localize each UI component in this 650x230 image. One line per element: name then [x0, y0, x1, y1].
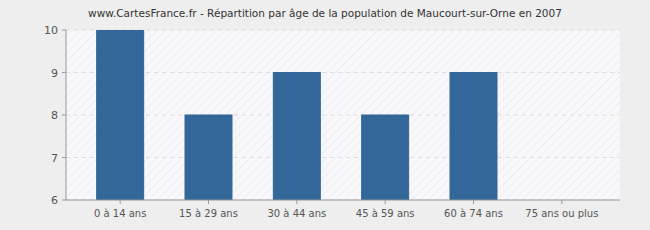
y-tick-label: 7	[51, 152, 58, 165]
x-tick	[208, 200, 209, 204]
chart-svg: www.CartesFrance.fr - Répartition par âg…	[0, 0, 650, 230]
bar	[97, 30, 144, 200]
x-axis	[66, 200, 620, 201]
x-tick-label: 60 à 74 ans	[444, 208, 503, 219]
background	[0, 0, 650, 230]
y-tick	[62, 72, 66, 73]
y-tick-label: 8	[51, 109, 58, 122]
bar	[273, 73, 320, 201]
grid-line	[66, 157, 620, 158]
grid-line	[66, 200, 620, 201]
bar	[450, 73, 497, 201]
x-tick	[385, 200, 386, 204]
y-tick	[62, 157, 66, 158]
y-tick	[62, 30, 66, 31]
chart-container: www.CartesFrance.fr - Répartition par âg…	[0, 0, 650, 230]
x-tick	[296, 200, 297, 204]
y-axis	[66, 30, 67, 200]
x-tick-label: 75 ans ou plus	[525, 208, 598, 219]
grid-line	[66, 30, 620, 31]
bar	[185, 115, 232, 200]
x-tick-label: 15 à 29 ans	[179, 208, 238, 219]
y-tick	[62, 115, 66, 116]
x-tick	[473, 200, 474, 204]
y-tick-label: 9	[51, 67, 58, 80]
bar	[362, 115, 409, 200]
grid-line	[66, 72, 620, 73]
title: www.CartesFrance.fr - Répartition par âg…	[88, 7, 562, 19]
x-tick-label: 30 à 44 ans	[267, 208, 326, 219]
y-tick-label: 6	[51, 194, 58, 207]
grid-line	[66, 115, 620, 116]
bars	[97, 30, 497, 200]
y-tick-label: 10	[44, 24, 58, 37]
x-tick-label: 0 à 14 ans	[94, 208, 146, 219]
x-tick-label: 45 à 59 ans	[356, 208, 415, 219]
y-tick	[62, 200, 66, 201]
x-tick	[120, 200, 121, 204]
x-tick	[561, 200, 562, 204]
plot-area	[66, 30, 620, 200]
